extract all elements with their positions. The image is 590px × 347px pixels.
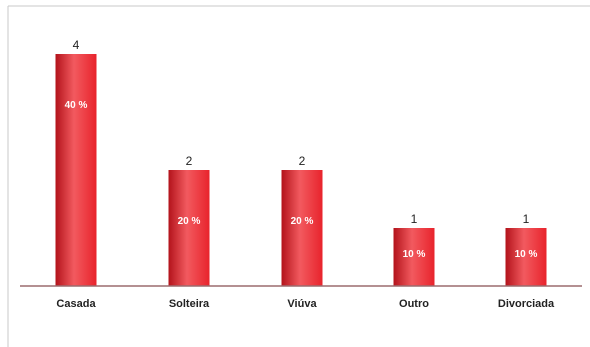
x-tick-label: Divorciada [498, 298, 555, 310]
bar-percent-label: 40 % [65, 100, 88, 111]
bar-casada [55, 54, 97, 286]
bar-percent-label: 20 % [178, 216, 201, 227]
bars-layer [55, 54, 547, 286]
bar-percent-label: 10 % [403, 249, 426, 260]
bar-outro [393, 228, 435, 286]
x-tick-label: Outro [399, 298, 429, 310]
bar-value-label: 2 [186, 154, 193, 168]
bar-value-label: 2 [299, 154, 306, 168]
bar-solteira [168, 170, 210, 286]
x-tick-label: Casada [56, 298, 96, 310]
bar-percent-label: 20 % [291, 216, 314, 227]
x-tick-label: Viúva [287, 298, 317, 310]
bar-percent-label: 10 % [515, 249, 538, 260]
bar-value-label: 4 [73, 38, 80, 52]
x-tick-label: Solteira [169, 298, 210, 310]
bar-value-label: 1 [523, 212, 530, 226]
labels-layer: 4 40 % Casada 2 20 % Solteira 2 20 % Viúva 1 10 % O… [56, 38, 555, 310]
bar-viúva [281, 170, 323, 286]
bar-divorciada [505, 228, 547, 286]
bar-value-label: 1 [411, 212, 418, 226]
